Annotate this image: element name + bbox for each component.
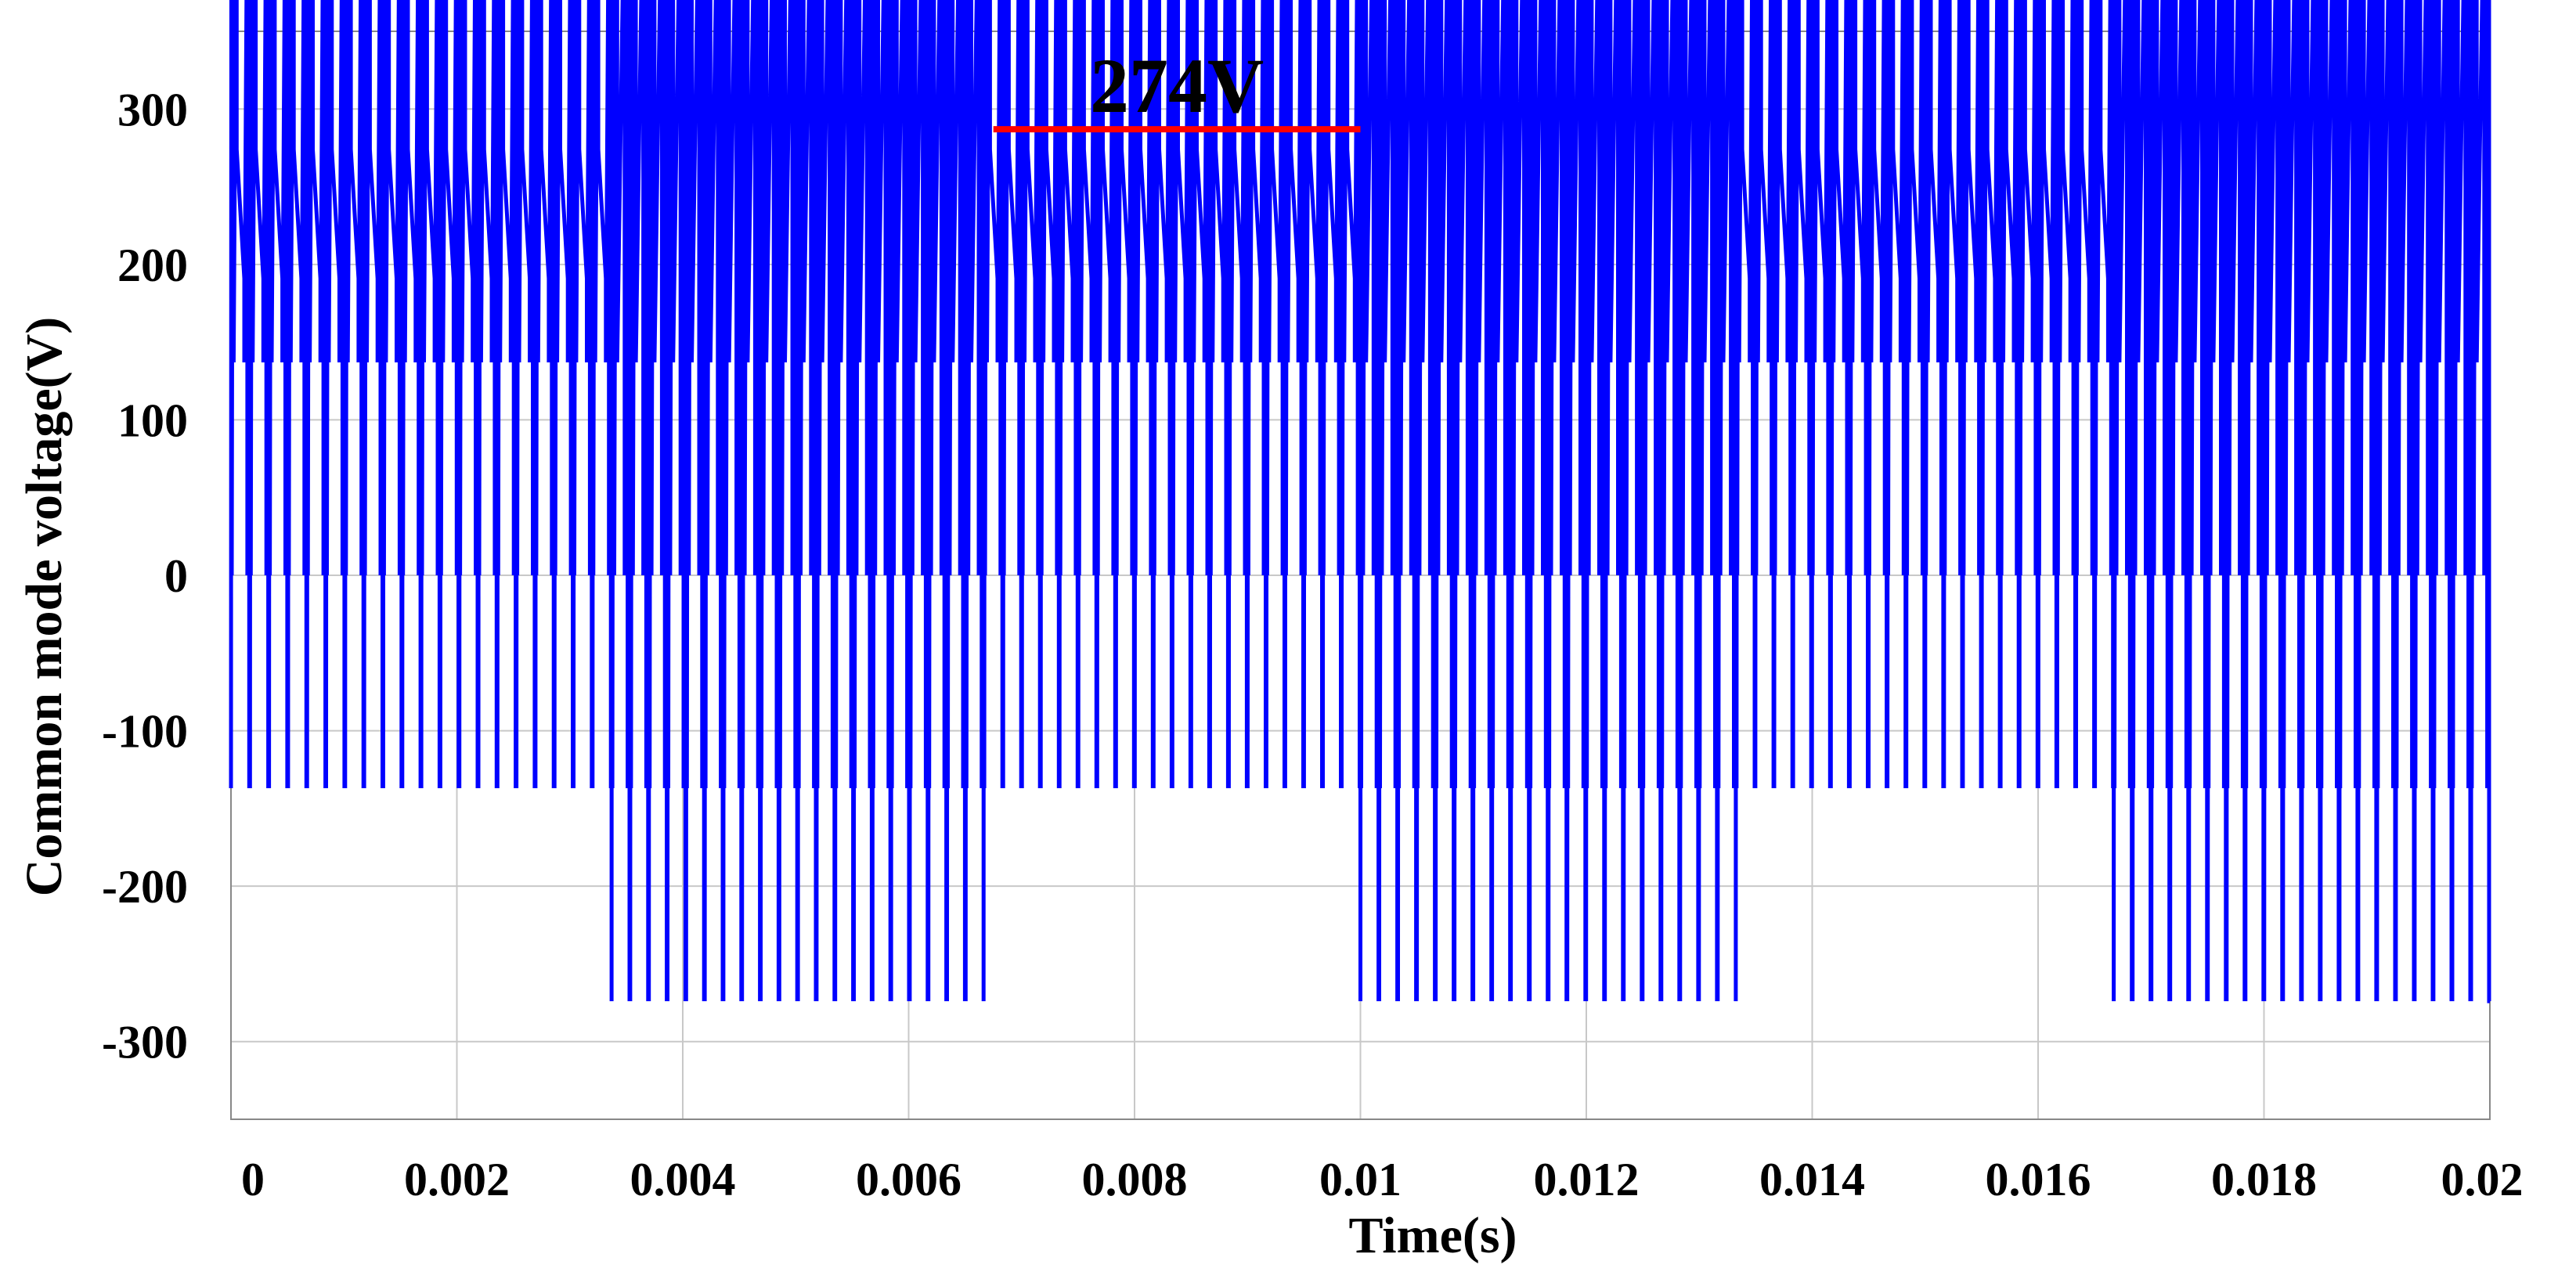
y-tick-label: 100 — [117, 394, 188, 446]
y-tick-labels: 300 200 100 0 -100 -200 -300 — [102, 84, 188, 1068]
x-tick-label: 0.016 — [1986, 1154, 2091, 1205]
y-axis-label: Common mode voltage(V) — [16, 317, 73, 897]
y-tick-label: 0 — [164, 550, 188, 602]
y-tick-label: -200 — [102, 861, 188, 913]
x-tick-labels: 0 0.002 0.004 0.006 0.008 0.01 0.012 0.014 0.016… — [241, 1154, 2524, 1205]
x-tick-label: 0.004 — [630, 1154, 736, 1205]
x-tick-label: 0 — [241, 1154, 265, 1205]
common-mode-voltage-series — [229, 0, 2491, 1003]
y-tick-label: -100 — [102, 706, 188, 758]
y-tick-label: -300 — [102, 1017, 188, 1068]
x-axis-label: Time(s) — [1348, 1207, 1517, 1264]
x-tick-label: 0.02 — [2441, 1154, 2524, 1205]
x-tick-label: 0.01 — [1319, 1154, 1402, 1205]
y-tick-label: 200 — [117, 240, 188, 291]
x-tick-label: 0.012 — [1534, 1154, 1640, 1205]
x-tick-label: 0.006 — [856, 1154, 961, 1205]
y-tick-label: 300 — [117, 84, 188, 135]
series-layer — [229, 0, 2491, 1003]
x-tick-label: 0.018 — [2211, 1154, 2317, 1205]
x-tick-label: 0.014 — [1759, 1154, 1865, 1205]
annotation-label: 274V — [1090, 42, 1264, 129]
x-tick-label: 0.008 — [1082, 1154, 1188, 1205]
annotation-layer: 274V — [993, 42, 1361, 133]
x-tick-label: 0.002 — [404, 1154, 510, 1205]
